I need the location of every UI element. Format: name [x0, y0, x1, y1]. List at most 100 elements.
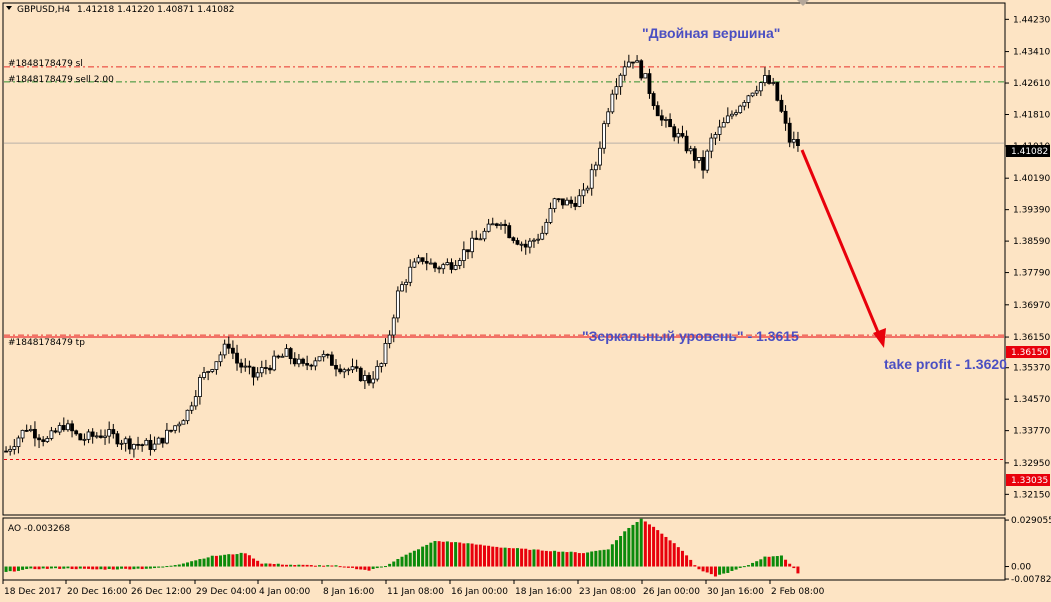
- ohlc-readout: 1.41218 1.41220 1.40871 1.41082: [77, 5, 234, 15]
- ao-bar: [231, 554, 235, 567]
- candle: [107, 421, 112, 444]
- candle: [614, 78, 619, 100]
- ao-bar: [421, 546, 425, 567]
- candle: [717, 119, 722, 141]
- price-tick: 1.36150: [1005, 333, 1050, 343]
- ao-bar: [66, 566, 70, 569]
- ao-bar: [623, 531, 627, 567]
- ao-bar: [495, 546, 499, 567]
- candle: [383, 338, 388, 367]
- candle: [746, 94, 751, 109]
- ao-bar: [746, 565, 750, 567]
- ao-bar: [223, 554, 227, 567]
- ao-bar: [16, 566, 20, 571]
- svg-text:4 Jan 00:00: 4 Jan 00:00: [259, 587, 311, 597]
- ao-bar: [82, 566, 86, 569]
- ao-bar: [594, 550, 598, 567]
- candle: [552, 197, 557, 213]
- candle: [771, 77, 776, 86]
- ao-bar: [606, 549, 610, 567]
- candle: [371, 371, 376, 389]
- candle: [742, 100, 747, 111]
- ao-bar: [326, 565, 330, 567]
- ao-bar: [676, 547, 680, 567]
- ao-bar: [722, 566, 726, 574]
- tp-order-label: #1848178479 tp: [8, 338, 85, 348]
- ao-bar: [511, 548, 515, 567]
- svg-text:1.34570: 1.34570: [1013, 395, 1050, 405]
- candle: [342, 367, 347, 379]
- candle: [486, 218, 491, 233]
- ao-bar: [198, 559, 202, 567]
- ao-bar: [210, 555, 214, 567]
- candle: [676, 128, 681, 144]
- ao-bar: [260, 563, 264, 567]
- ao-bar: [268, 563, 272, 567]
- ao-bar: [668, 540, 672, 567]
- candle: [247, 360, 252, 375]
- candle: [148, 434, 153, 456]
- ao-bar: [74, 566, 78, 570]
- ao-bar: [573, 552, 577, 567]
- ao-bar: [635, 522, 639, 567]
- ao-bar: [449, 542, 453, 567]
- order-lines: [4, 66, 1004, 461]
- candle: [725, 107, 730, 124]
- candle: [585, 185, 590, 194]
- ao-bar: [619, 535, 623, 567]
- svg-text:29 Dec 04:00: 29 Dec 04:00: [196, 587, 257, 597]
- price-tick: 1.42610: [1005, 79, 1050, 89]
- candle: [577, 189, 582, 208]
- candle: [284, 344, 289, 357]
- ao-bar: [363, 566, 367, 570]
- candle: [206, 370, 211, 381]
- candle: [573, 196, 578, 211]
- ao-bar: [433, 541, 437, 567]
- candle: [672, 123, 677, 142]
- candle: [136, 436, 140, 450]
- ao-bar: [132, 566, 136, 570]
- candle: [684, 130, 689, 154]
- candle: [709, 133, 714, 159]
- svg-text:1.33035: 1.33035: [1011, 476, 1048, 486]
- candle: [499, 222, 503, 230]
- candle: [74, 429, 79, 436]
- candle: [33, 421, 37, 447]
- symbol-dropdown-icon[interactable]: [6, 6, 12, 10]
- ao-bar: [334, 565, 338, 567]
- symbol-title: GBPUSD,H4: [17, 5, 70, 15]
- candle: [66, 419, 70, 432]
- ao-bar: [429, 542, 433, 567]
- ao-bar: [4, 566, 8, 572]
- candle: [556, 198, 561, 203]
- time-tick: 11 Jan 08:00: [385, 580, 444, 597]
- candle: [132, 443, 136, 458]
- ao-bar: [305, 564, 309, 567]
- ao-bar: [318, 565, 322, 567]
- ao-bar: [78, 566, 82, 569]
- chart-shift-marker-icon[interactable]: [797, 0, 809, 6]
- candle: [416, 254, 421, 265]
- candle: [185, 409, 190, 425]
- ao-bar: [206, 557, 210, 567]
- ao-bar: [540, 550, 544, 567]
- ao-bar: [136, 566, 140, 569]
- candle: [668, 113, 672, 128]
- ao-bar: [647, 524, 651, 567]
- svg-text:1.38590: 1.38590: [1013, 237, 1050, 247]
- candle: [37, 434, 41, 449]
- candle: [173, 425, 178, 434]
- ao-bar: [342, 566, 346, 568]
- ao-bar: [565, 552, 569, 567]
- candle: [721, 117, 726, 128]
- ao-bar: [532, 549, 536, 567]
- candle: [688, 145, 693, 155]
- ao-bar: [165, 566, 169, 568]
- ao-bar: [153, 566, 157, 569]
- price-tick: 1.34570: [1005, 395, 1050, 405]
- candle: [169, 429, 173, 433]
- candle: [329, 351, 334, 366]
- ao-bar: [214, 555, 218, 567]
- time-tick: 26 Jan 00:00: [641, 580, 700, 597]
